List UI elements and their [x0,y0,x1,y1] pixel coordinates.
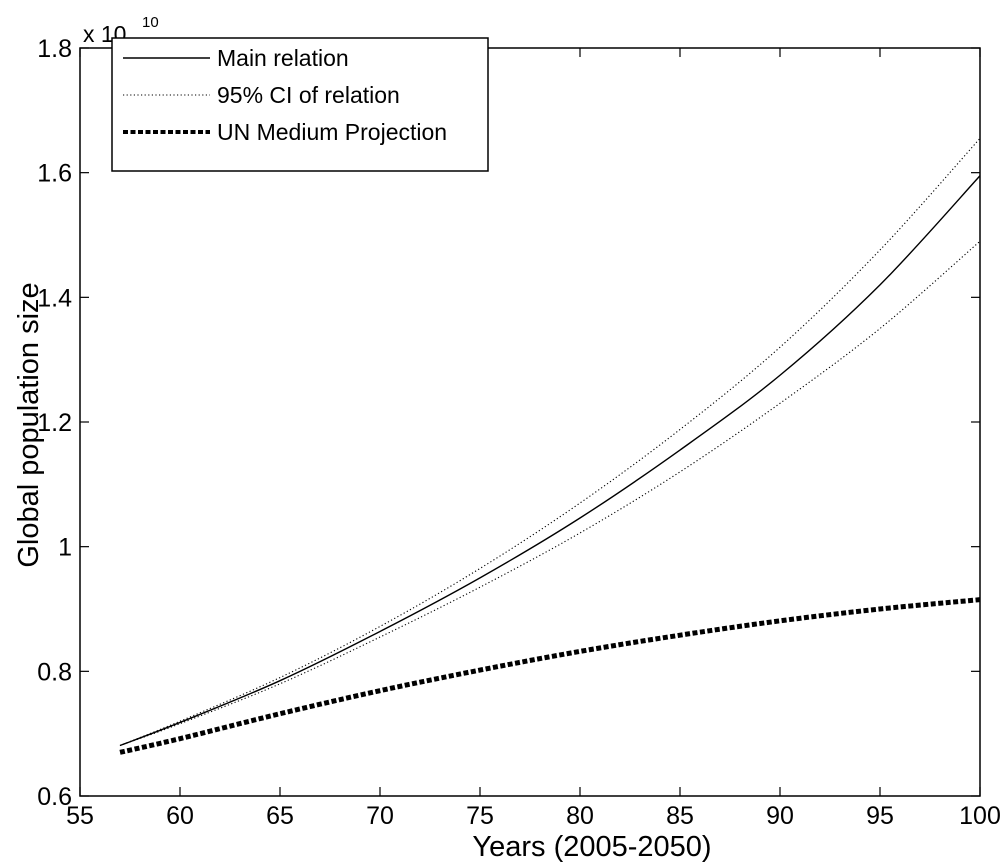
y-axis-label: Global population size [13,282,45,567]
x-tick-label: 100 [959,802,1001,830]
series-line-main-relation-0 [119,175,981,747]
x-tick-label: 60 [166,802,194,830]
x-tick-label: 85 [666,802,694,830]
x-tick-label: 55 [66,802,94,830]
x-tick-label: 90 [766,802,794,830]
legend-label: 95% CI of relation [217,82,400,108]
y-tick-label: 0.6 [37,783,72,811]
plot-area [79,47,981,797]
y-tick-label: 1.6 [37,160,72,188]
series-line-un-medium-projection-3 [119,597,981,755]
y-tick-label: 1 [58,534,72,562]
y-axis-exponent-power: 10 [142,14,159,31]
plot-frame [79,47,981,797]
y-tick-label: 1.2 [37,409,72,437]
x-axis-label: Years (2005-2050) [472,831,711,863]
series-layer [119,138,981,755]
legend-label: Main relation [217,45,349,71]
y-tick-label: 0.8 [37,658,72,686]
legend-items: Main relation 95% CI of relation UN Medium… [123,45,447,145]
y-axis-exponent: x 10 10 [83,14,159,47]
legend-box [111,37,489,172]
y-tick-label: 1.4 [37,284,72,312]
legend: Main relation 95% CI of relation UN Medium… [111,37,489,172]
axes-layer: 55 60 65 70 75 80 85 90 95 100 0.6 0.8 1 1.2 1.4 1.6 1.8 [37,35,1001,830]
x-tick-label: 75 [466,802,494,830]
x-tick-label: 95 [866,802,894,830]
x-tick-label: 70 [366,802,394,830]
x-tick-label: 65 [266,802,294,830]
y-tick-label: 1.8 [37,35,72,63]
legend-label: UN Medium Projection [217,119,447,145]
x-tick-label: 80 [566,802,594,830]
